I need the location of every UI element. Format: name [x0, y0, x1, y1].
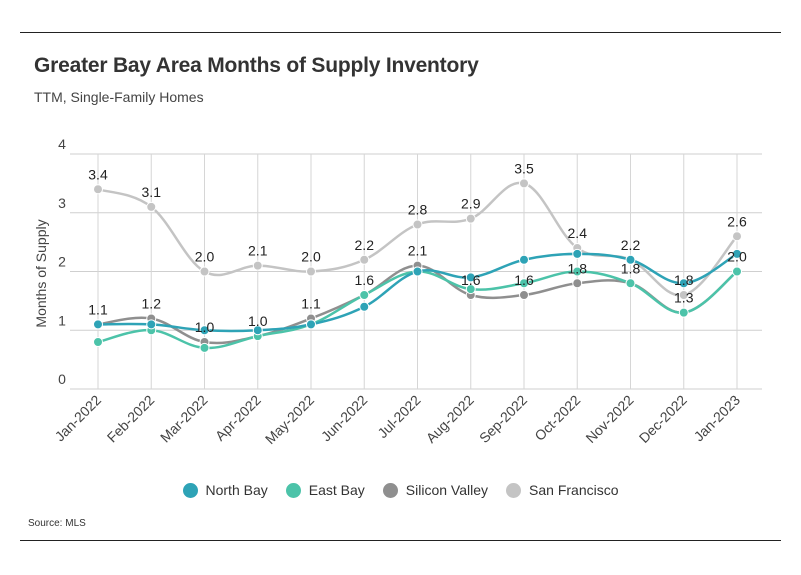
silicon-valley-point — [519, 290, 529, 300]
north-bay-point — [199, 325, 210, 336]
san-francisco-data-label: 3.5 — [514, 160, 534, 176]
legend-label: North Bay — [205, 482, 268, 498]
legend-label: San Francisco — [529, 482, 619, 498]
x-tick-label: Mar-2022 — [157, 392, 211, 446]
x-tick-label: Jul-2022 — [374, 392, 423, 441]
san-francisco-data-label: 2.4 — [568, 225, 588, 241]
y-tick-label: 1 — [58, 312, 66, 328]
legend-item-north-bay: North Bay — [182, 482, 268, 498]
silicon-valley-point — [572, 278, 583, 289]
x-tick-label: Sep-2022 — [476, 392, 530, 446]
silicon-valley-data-label: 2.1 — [408, 243, 428, 259]
y-tick-label: 0 — [58, 371, 66, 387]
silicon-valley-data-label: 1.1 — [301, 296, 321, 312]
silicon-valley-data-label: 1.8 — [621, 260, 641, 276]
legend-swatch — [382, 482, 398, 498]
legend-item-east-bay: East Bay — [285, 482, 365, 498]
san-francisco-point — [146, 201, 157, 212]
silicon-valley-data-label: 1.6 — [514, 272, 534, 288]
north-bay-point — [252, 325, 263, 336]
y-tick-label: 4 — [58, 136, 66, 152]
san-francisco-point — [732, 231, 742, 242]
san-francisco-data-label: 3.4 — [88, 166, 108, 182]
x-tick-label: Oct-2022 — [531, 392, 583, 444]
y-tick-label: 2 — [58, 254, 66, 270]
east-bay-point — [519, 278, 529, 289]
san-francisco-data-label: 3.1 — [142, 184, 162, 200]
x-tick-label: Aug-2022 — [423, 392, 477, 446]
legend-item-silicon-valley: Silicon Valley — [382, 482, 489, 498]
east-bay-point — [732, 266, 742, 277]
east-bay-point — [359, 290, 370, 300]
san-francisco-point — [465, 213, 476, 224]
chart-title: Greater Bay Area Months of Supply Invent… — [34, 54, 479, 77]
chart-subtitle: TTM, Single-Family Homes — [34, 89, 204, 105]
silicon-valley-data-label: 1.0 — [195, 319, 215, 335]
north-bay-point — [359, 301, 370, 312]
silicon-valley-data-label: 1.8 — [568, 260, 588, 276]
chart-legend: North Bay East Bay Silicon Valley San Franc… — [0, 482, 801, 501]
san-francisco-data-label: 2.8 — [408, 202, 428, 218]
x-tick-label: May-2022 — [262, 392, 317, 447]
san-francisco-point — [252, 260, 263, 271]
san-francisco-data-label: 2.0 — [301, 249, 321, 265]
x-tick-label: Dec-2022 — [636, 392, 690, 446]
silicon-valley-data-label: 1.1 — [88, 301, 108, 317]
silicon-valley-data-label: 1.6 — [355, 272, 375, 288]
legend-swatch — [506, 482, 522, 498]
san-francisco-point — [412, 219, 423, 230]
legend-label: East Bay — [308, 482, 365, 498]
bottom-rule — [20, 540, 781, 541]
north-bay-point — [625, 254, 636, 265]
north-bay-point — [412, 266, 423, 277]
san-francisco-data-label: 2.0 — [195, 249, 215, 265]
legend-label: Silicon Valley — [405, 482, 489, 498]
silicon-valley-data-label: 1.6 — [461, 272, 481, 288]
san-francisco-point — [678, 290, 689, 300]
east-bay-point — [572, 266, 583, 277]
y-axis-label: Months of Supply — [33, 219, 49, 327]
north-bay-point — [678, 278, 689, 289]
north-bay-point — [306, 319, 316, 330]
top-rule — [20, 32, 781, 33]
san-francisco-data-label: 2.2 — [355, 237, 375, 253]
san-francisco-data-label: 2.1 — [248, 243, 268, 259]
east-bay-point — [465, 284, 476, 295]
north-bay-point — [146, 319, 157, 330]
x-tick-label: Jan-2022 — [52, 392, 105, 445]
san-francisco-data-label: 2.9 — [461, 196, 481, 212]
east-bay-point — [199, 342, 210, 353]
legend-swatch — [285, 482, 301, 498]
east-bay-point — [625, 278, 636, 289]
east-bay-point — [93, 337, 103, 347]
north-bay-point — [465, 272, 476, 283]
silicon-valley-data-label: 1.2 — [142, 296, 162, 312]
san-francisco-data-label: 2.6 — [727, 213, 747, 229]
source-note: Source: MLS — [28, 518, 86, 529]
silicon-valley-data-label: 1.3 — [674, 290, 694, 306]
y-tick-label: 3 — [58, 195, 66, 211]
san-francisco-data-label: 1.8 — [674, 272, 694, 288]
silicon-valley-data-label: 2.0 — [727, 249, 747, 265]
legend-swatch — [182, 482, 198, 498]
x-tick-label: Jan-2023 — [691, 392, 744, 445]
x-tick-label: Apr-2022 — [212, 392, 264, 444]
san-francisco-point — [519, 178, 529, 189]
x-tick-label: Jun-2022 — [318, 392, 371, 445]
legend-item-san-francisco: San Francisco — [506, 482, 619, 498]
north-bay-point — [519, 254, 529, 265]
san-francisco-point — [93, 184, 103, 195]
san-francisco-data-label: 2.2 — [621, 237, 641, 253]
san-francisco-point — [306, 266, 316, 277]
x-tick-label: Feb-2022 — [104, 392, 158, 446]
silicon-valley-data-label: 1.0 — [248, 313, 268, 329]
san-francisco-point — [199, 266, 210, 277]
north-bay-point — [93, 319, 103, 330]
north-bay-point — [732, 248, 742, 259]
north-bay-point — [572, 248, 583, 259]
east-bay-point — [678, 307, 689, 318]
x-tick-label: Nov-2022 — [582, 392, 636, 446]
san-francisco-point — [359, 254, 370, 265]
